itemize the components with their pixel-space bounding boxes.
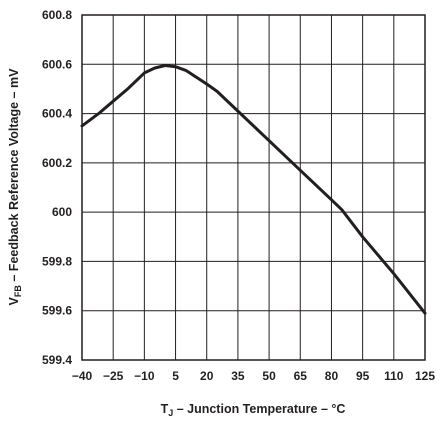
x-tick-label: 50 — [262, 369, 276, 383]
y-axis-label: VFB – Feedback Reference Voltage – mV — [7, 68, 23, 306]
x-tick-label: 80 — [325, 369, 339, 383]
plot-frame — [81, 14, 426, 361]
y-tick-label: 600.8 — [42, 8, 72, 22]
x-axis-ticks: −40 −25 −10 5 20 35 50 65 80 95 110 125 — [72, 369, 436, 383]
series-line — [80, 64, 427, 315]
grid — [81, 14, 426, 361]
series-group — [80, 64, 427, 315]
x-tick-label: −10 — [134, 369, 155, 383]
x-tick-label: −40 — [72, 369, 93, 383]
y-tick-label: 599.4 — [42, 353, 72, 367]
x-tick-label: 125 — [415, 369, 435, 383]
y-tick-label: 599.6 — [42, 304, 72, 318]
y-tick-label: 600.2 — [42, 156, 72, 170]
x-tick-label: −25 — [103, 369, 124, 383]
x-axis-label: TJ – Junction Temperature – °C — [161, 402, 346, 418]
y-tick-label: 599.8 — [42, 254, 72, 268]
x-tick-label: 35 — [231, 369, 245, 383]
y-tick-label: 600.4 — [42, 107, 72, 121]
y-tick-label: 600 — [52, 205, 72, 219]
x-tick-label: 95 — [356, 369, 370, 383]
y-axis-ticks: 599.4 599.6 599.8 600 600.2 600.4 600.6 600.8 — [42, 8, 72, 367]
x-tick-label: 65 — [294, 369, 308, 383]
x-tick-label: 5 — [172, 369, 179, 383]
x-tick-label: 110 — [384, 369, 404, 383]
y-tick-label: 600.6 — [42, 57, 72, 71]
x-tick-label: 20 — [200, 369, 214, 383]
